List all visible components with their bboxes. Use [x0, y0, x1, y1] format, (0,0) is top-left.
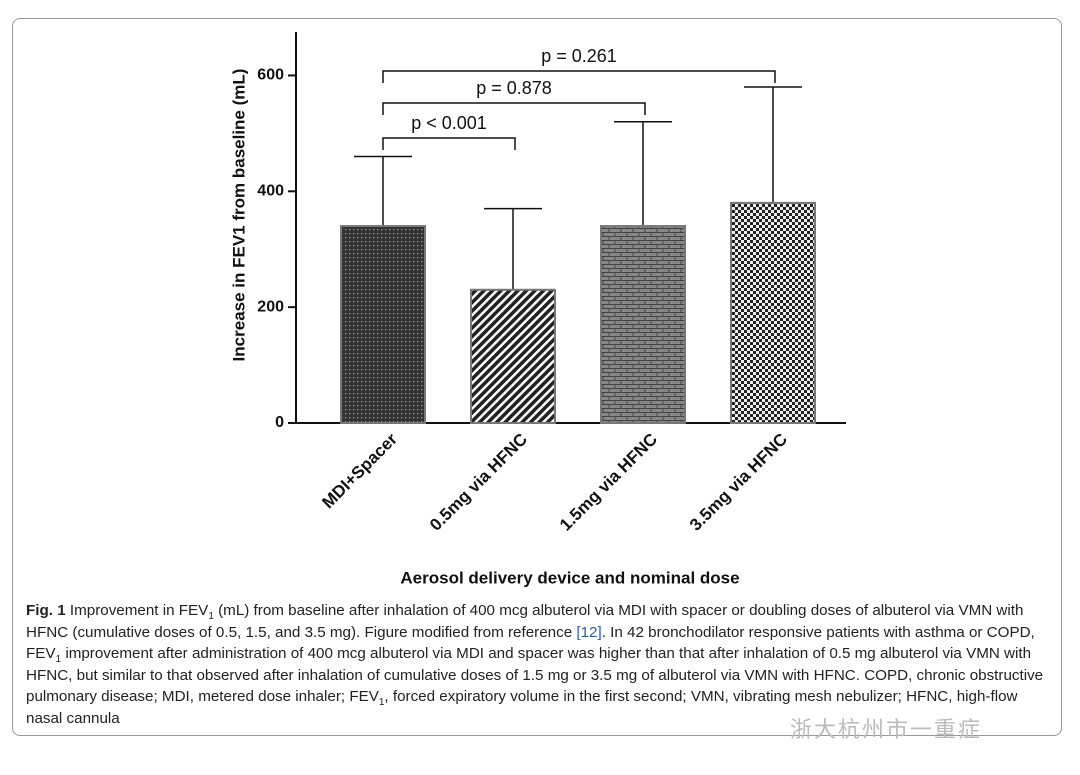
y-tick-label: 0 [275, 414, 284, 431]
caption-text: Improvement in FEV [65, 602, 209, 619]
bar [600, 225, 686, 424]
caption: Fig. 1 Improvement in FEV1 (mL) from bas… [26, 600, 1056, 729]
caption-text: 1 [55, 654, 62, 666]
significance-bracket [382, 102, 646, 115]
y-tick-label: 200 [257, 298, 284, 315]
caption-text: (mL) from baseline after inhalation of 4… [26, 602, 1024, 641]
figure-frame [12, 18, 1062, 736]
bar [470, 288, 556, 424]
bar [340, 225, 426, 424]
caption-text: . In 42 bronchodilator responsive patien… [26, 623, 1035, 663]
y-tick-label: 400 [257, 183, 284, 200]
significance-bracket [382, 137, 516, 150]
p-value: p = 0.261 [541, 46, 617, 66]
reference-link[interactable]: [12] [576, 623, 602, 641]
x-tick-label: 3.5mg via HFNC [686, 430, 791, 535]
p-value: p < 0.001 [411, 113, 487, 133]
caption-text: 1 [208, 611, 214, 623]
significance-bracket [382, 70, 776, 83]
caption-text: 1 [378, 697, 385, 709]
x-axis-title: Aerosol delivery device and nominal dose [400, 568, 739, 587]
chart: Increase in FEV1 from baseline (mL) Aero… [229, 32, 846, 587]
p-value: p = 0.878 [476, 78, 552, 98]
caption-label: Fig. 1 [26, 602, 66, 619]
caption-text: improvement after administration of 400 … [26, 645, 1044, 705]
y-axis-title: Increase in FEV1 from baseline (mL) [229, 69, 248, 362]
y-tick-label: 600 [257, 67, 284, 84]
caption-text: , forced expiratory volume in the first … [26, 688, 1018, 727]
x-tick-label: MDI+Spacer [318, 429, 401, 512]
watermark: 浙大杭州市一重症 [790, 717, 983, 742]
bar [730, 201, 816, 424]
x-tick-label: 0.5mg via HFNC [426, 430, 531, 535]
x-tick-label: 1.5mg via HFNC [556, 430, 661, 535]
